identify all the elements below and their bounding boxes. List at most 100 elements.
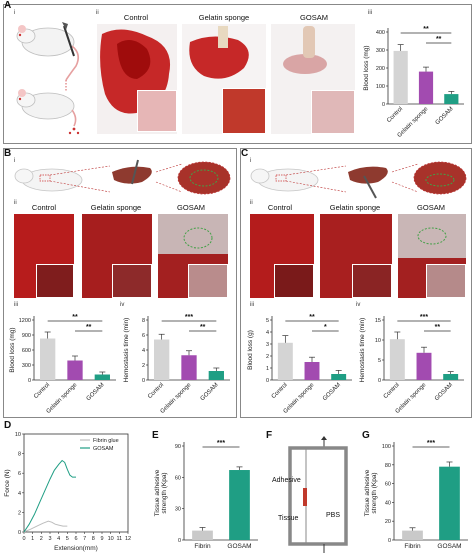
x-tick-label: Fibrin <box>404 543 421 550</box>
y-tick-label: 600 <box>22 348 31 354</box>
y-tick-label: 0 <box>382 102 385 108</box>
y-axis-label: Blood loss (mg) <box>9 327 16 372</box>
x-tick-label: GOSAM <box>435 106 455 126</box>
x-tick-label: 12 <box>125 536 131 542</box>
liver-wound-zoom <box>413 161 467 195</box>
x-tick-label: GOSAM <box>227 543 251 550</box>
panel-a-label-gelatin: Gelatin sponge <box>198 13 250 22</box>
bar <box>331 374 347 380</box>
panel-c-inset-gelatin <box>352 264 392 298</box>
bar <box>154 339 170 380</box>
y-axis-label: Blood loss (g) <box>247 330 254 370</box>
x-tick-label: 7 <box>83 536 86 542</box>
panel-c-sub-ii: ii <box>250 200 253 206</box>
panel-a-letter: A <box>4 0 12 11</box>
y-tick-label: 10 <box>15 432 21 438</box>
x-tick-label: Control <box>271 382 289 400</box>
panel-b-liver-illustration <box>14 159 231 195</box>
x-tick-label: Control <box>33 382 51 400</box>
y-tick-label: 200 <box>376 66 385 72</box>
legend-label: GOSAM <box>93 446 114 452</box>
significance-label: ** <box>423 26 429 33</box>
label-adhesive: Adhesive <box>272 477 301 484</box>
panel-c-letter: C <box>241 148 249 159</box>
panel-c-frame <box>240 148 472 418</box>
panel-b-sub-iv: iv <box>120 302 125 308</box>
bar <box>393 50 408 104</box>
y-tick-label: 0 <box>388 538 391 544</box>
x-tick-label: 5 <box>66 536 69 542</box>
panel-a-sub-i: i <box>14 10 16 16</box>
panel-a-sub-iii: iii <box>368 10 372 16</box>
significance-label: *** <box>427 440 435 447</box>
significance-label: *** <box>420 314 428 321</box>
y-axis-label: Tissue adhesivestrength (Kpa) <box>364 469 378 516</box>
y-axis-label: Force (N) <box>4 469 11 496</box>
panel-a-photo-gelatin <box>182 24 266 134</box>
bar <box>277 342 293 380</box>
panel-c-inset-control <box>274 264 314 298</box>
liver-icon <box>112 159 152 185</box>
bar <box>229 470 250 540</box>
y-tick-label: 400 <box>376 30 385 36</box>
legend-label: Fibrin glue <box>93 438 119 444</box>
test-chamber <box>288 446 348 546</box>
bar <box>439 466 460 540</box>
x-tick-label: 9 <box>100 536 103 542</box>
bar <box>416 352 432 380</box>
bar <box>40 338 56 380</box>
blood-stain-gelatin <box>189 26 249 79</box>
panel-c-photo-gosam <box>398 214 466 298</box>
x-tick-label: 10 <box>108 536 114 542</box>
y-tick-label: 60 <box>175 475 181 481</box>
liver-wound-zoom <box>177 161 231 195</box>
y-tick-label: 8 <box>142 318 145 324</box>
y-tick-label: 100 <box>376 84 385 90</box>
bar <box>444 94 459 104</box>
panel-a-inset-control <box>137 90 177 132</box>
bar <box>443 374 459 380</box>
panel-c-liver-illustration <box>250 161 467 199</box>
x-tick-label: 2 <box>40 536 43 542</box>
panel-c-sub-i: i <box>250 158 252 164</box>
adhesive-layer <box>303 488 307 506</box>
label-tissue: Tissue <box>278 515 299 522</box>
y-axis-label: Hemostasis time (min) <box>359 318 366 383</box>
panel-b-photo-control <box>14 214 74 298</box>
series-line <box>23 459 76 533</box>
panel-b-inset-gosam <box>188 264 228 298</box>
y-tick-label: 0 <box>18 530 21 536</box>
panel-c-label-gelatin: Gelatin sponge <box>329 203 381 212</box>
panel-c-photo-control <box>250 214 314 298</box>
x-tick-label: GOSAM <box>322 382 342 402</box>
significance-label: ** <box>72 314 78 321</box>
panel-b-label-gosam: GOSAM <box>177 203 205 212</box>
panel-c-label-gosam: GOSAM <box>417 203 445 212</box>
x-axis-label: Extension(mm) <box>54 545 98 552</box>
y-tick-label: 2 <box>142 363 145 369</box>
y-tick-label: 60 <box>385 482 391 488</box>
liver-icon <box>348 166 388 199</box>
x-tick-label: 6 <box>74 536 77 542</box>
x-tick-label: 1 <box>31 536 34 542</box>
x-tick-label: 4 <box>57 536 60 542</box>
panel-c-label-control: Control <box>267 203 293 212</box>
significance-label: *** <box>185 314 193 321</box>
significance-label: ** <box>435 324 441 331</box>
significance-label: * <box>324 324 327 331</box>
panel-b-letter: B <box>4 148 12 159</box>
x-tick-label: Control <box>147 382 165 400</box>
panel-c-inset-gosam <box>426 264 466 298</box>
rat-bottom-icon <box>16 89 80 135</box>
rat-top-icon <box>16 22 80 81</box>
x-tick-label: GOSAM <box>200 382 220 402</box>
y-tick-label: 5 <box>266 318 269 324</box>
panel-a-frame <box>3 4 472 144</box>
panel-b-sub-i: i <box>14 158 16 164</box>
y-tick-label: 40 <box>385 500 391 506</box>
y-axis-label: Hemostasis time (min) <box>123 318 130 383</box>
bar <box>94 374 110 380</box>
